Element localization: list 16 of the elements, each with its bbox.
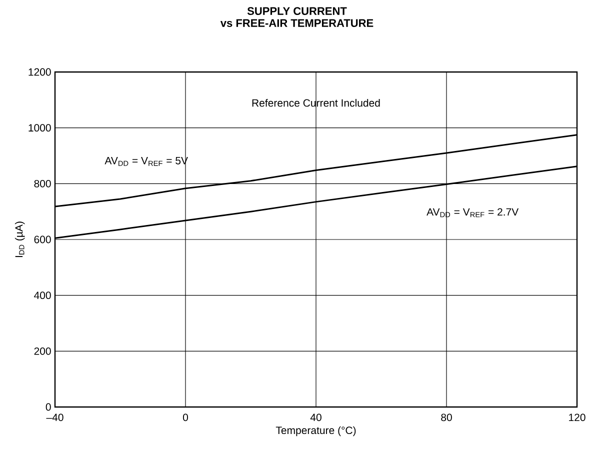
x-tick-label: –40 [46, 414, 64, 422]
y-tick-label: 1000 [28, 124, 51, 132]
x-axis-title: Temperature (°C) [276, 426, 356, 436]
y-tick-label: 600 [34, 236, 51, 244]
y-tick-label: 200 [34, 347, 51, 355]
y-tick-label: 0 [46, 403, 51, 411]
y-tick-label: 800 [34, 180, 51, 188]
y-tick-label: 400 [34, 292, 51, 300]
y-axis-title: I$_{DD}$ (µA) [14, 222, 25, 258]
x-tick-label: 40 [310, 414, 322, 422]
x-tick-label: 120 [569, 414, 586, 422]
x-tick-label: 0 [182, 414, 188, 422]
chart-subtitle: vs FREE-AIR TEMPERATURE [220, 19, 374, 27]
chart-title: SUPPLY CURRENT [247, 7, 347, 15]
y-tick-label: 1200 [28, 68, 51, 76]
x-tick-label: 80 [441, 414, 452, 422]
